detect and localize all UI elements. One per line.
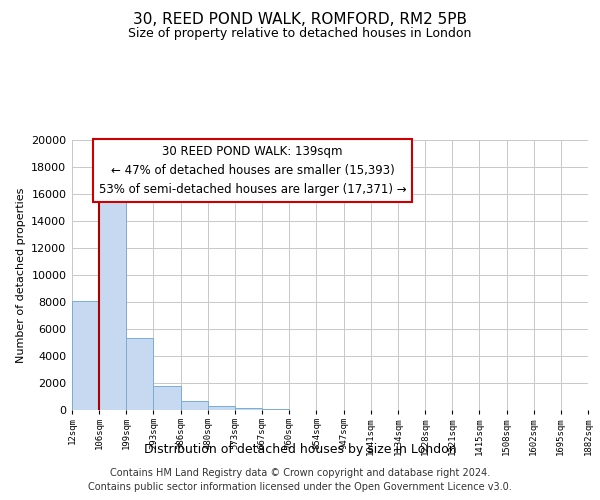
Bar <box>181 400 208 410</box>
Bar <box>235 408 262 410</box>
Bar <box>127 338 154 410</box>
Y-axis label: Number of detached properties: Number of detached properties <box>16 188 26 362</box>
Bar <box>262 408 289 410</box>
Bar <box>72 300 99 410</box>
Bar <box>208 406 235 410</box>
Text: 30 REED POND WALK: 139sqm
← 47% of detached houses are smaller (15,393)
53% of s: 30 REED POND WALK: 139sqm ← 47% of detac… <box>99 146 406 196</box>
Bar <box>154 386 181 410</box>
Text: Distribution of detached houses by size in London: Distribution of detached houses by size … <box>143 442 457 456</box>
Text: Size of property relative to detached houses in London: Size of property relative to detached ho… <box>128 28 472 40</box>
Text: Contains public sector information licensed under the Open Government Licence v3: Contains public sector information licen… <box>88 482 512 492</box>
Text: Contains HM Land Registry data © Crown copyright and database right 2024.: Contains HM Land Registry data © Crown c… <box>110 468 490 477</box>
Bar <box>99 187 127 410</box>
Text: 30, REED POND WALK, ROMFORD, RM2 5PB: 30, REED POND WALK, ROMFORD, RM2 5PB <box>133 12 467 28</box>
